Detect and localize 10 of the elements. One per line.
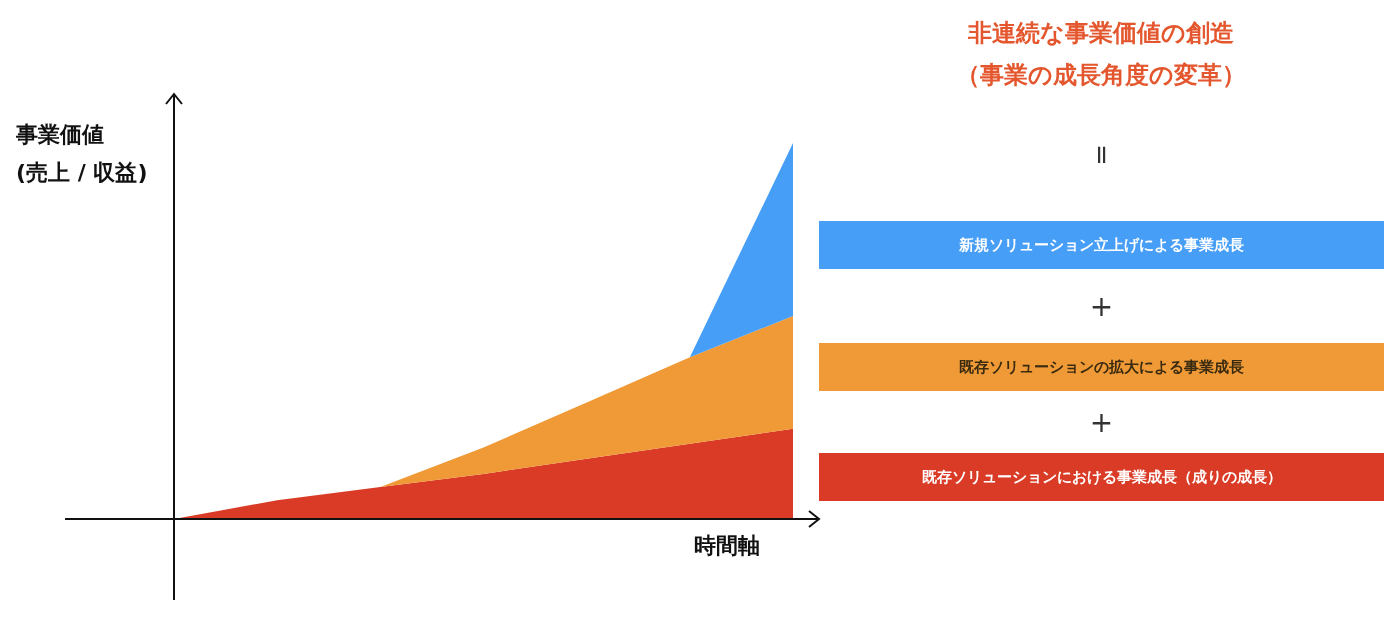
text: + xyxy=(1089,289,1114,323)
text: （事業の成長角度の変革） xyxy=(956,61,1246,89)
text: 既存ソリューションの拡大による事業成長 xyxy=(959,358,1244,376)
text: + xyxy=(1089,405,1114,439)
x-axis-title: 時間軸 xyxy=(694,532,760,558)
text: 既存ソリューションにおける事業成長（成りの成長） xyxy=(921,468,1282,486)
y-axis-title: 事業価値 (売上 / 収益) xyxy=(15,121,148,185)
text: = xyxy=(1086,144,1117,166)
text: 新規ソリューション立上げによる事業成長 xyxy=(958,236,1244,254)
text: 非連続な事業価値の創造 xyxy=(967,19,1234,47)
